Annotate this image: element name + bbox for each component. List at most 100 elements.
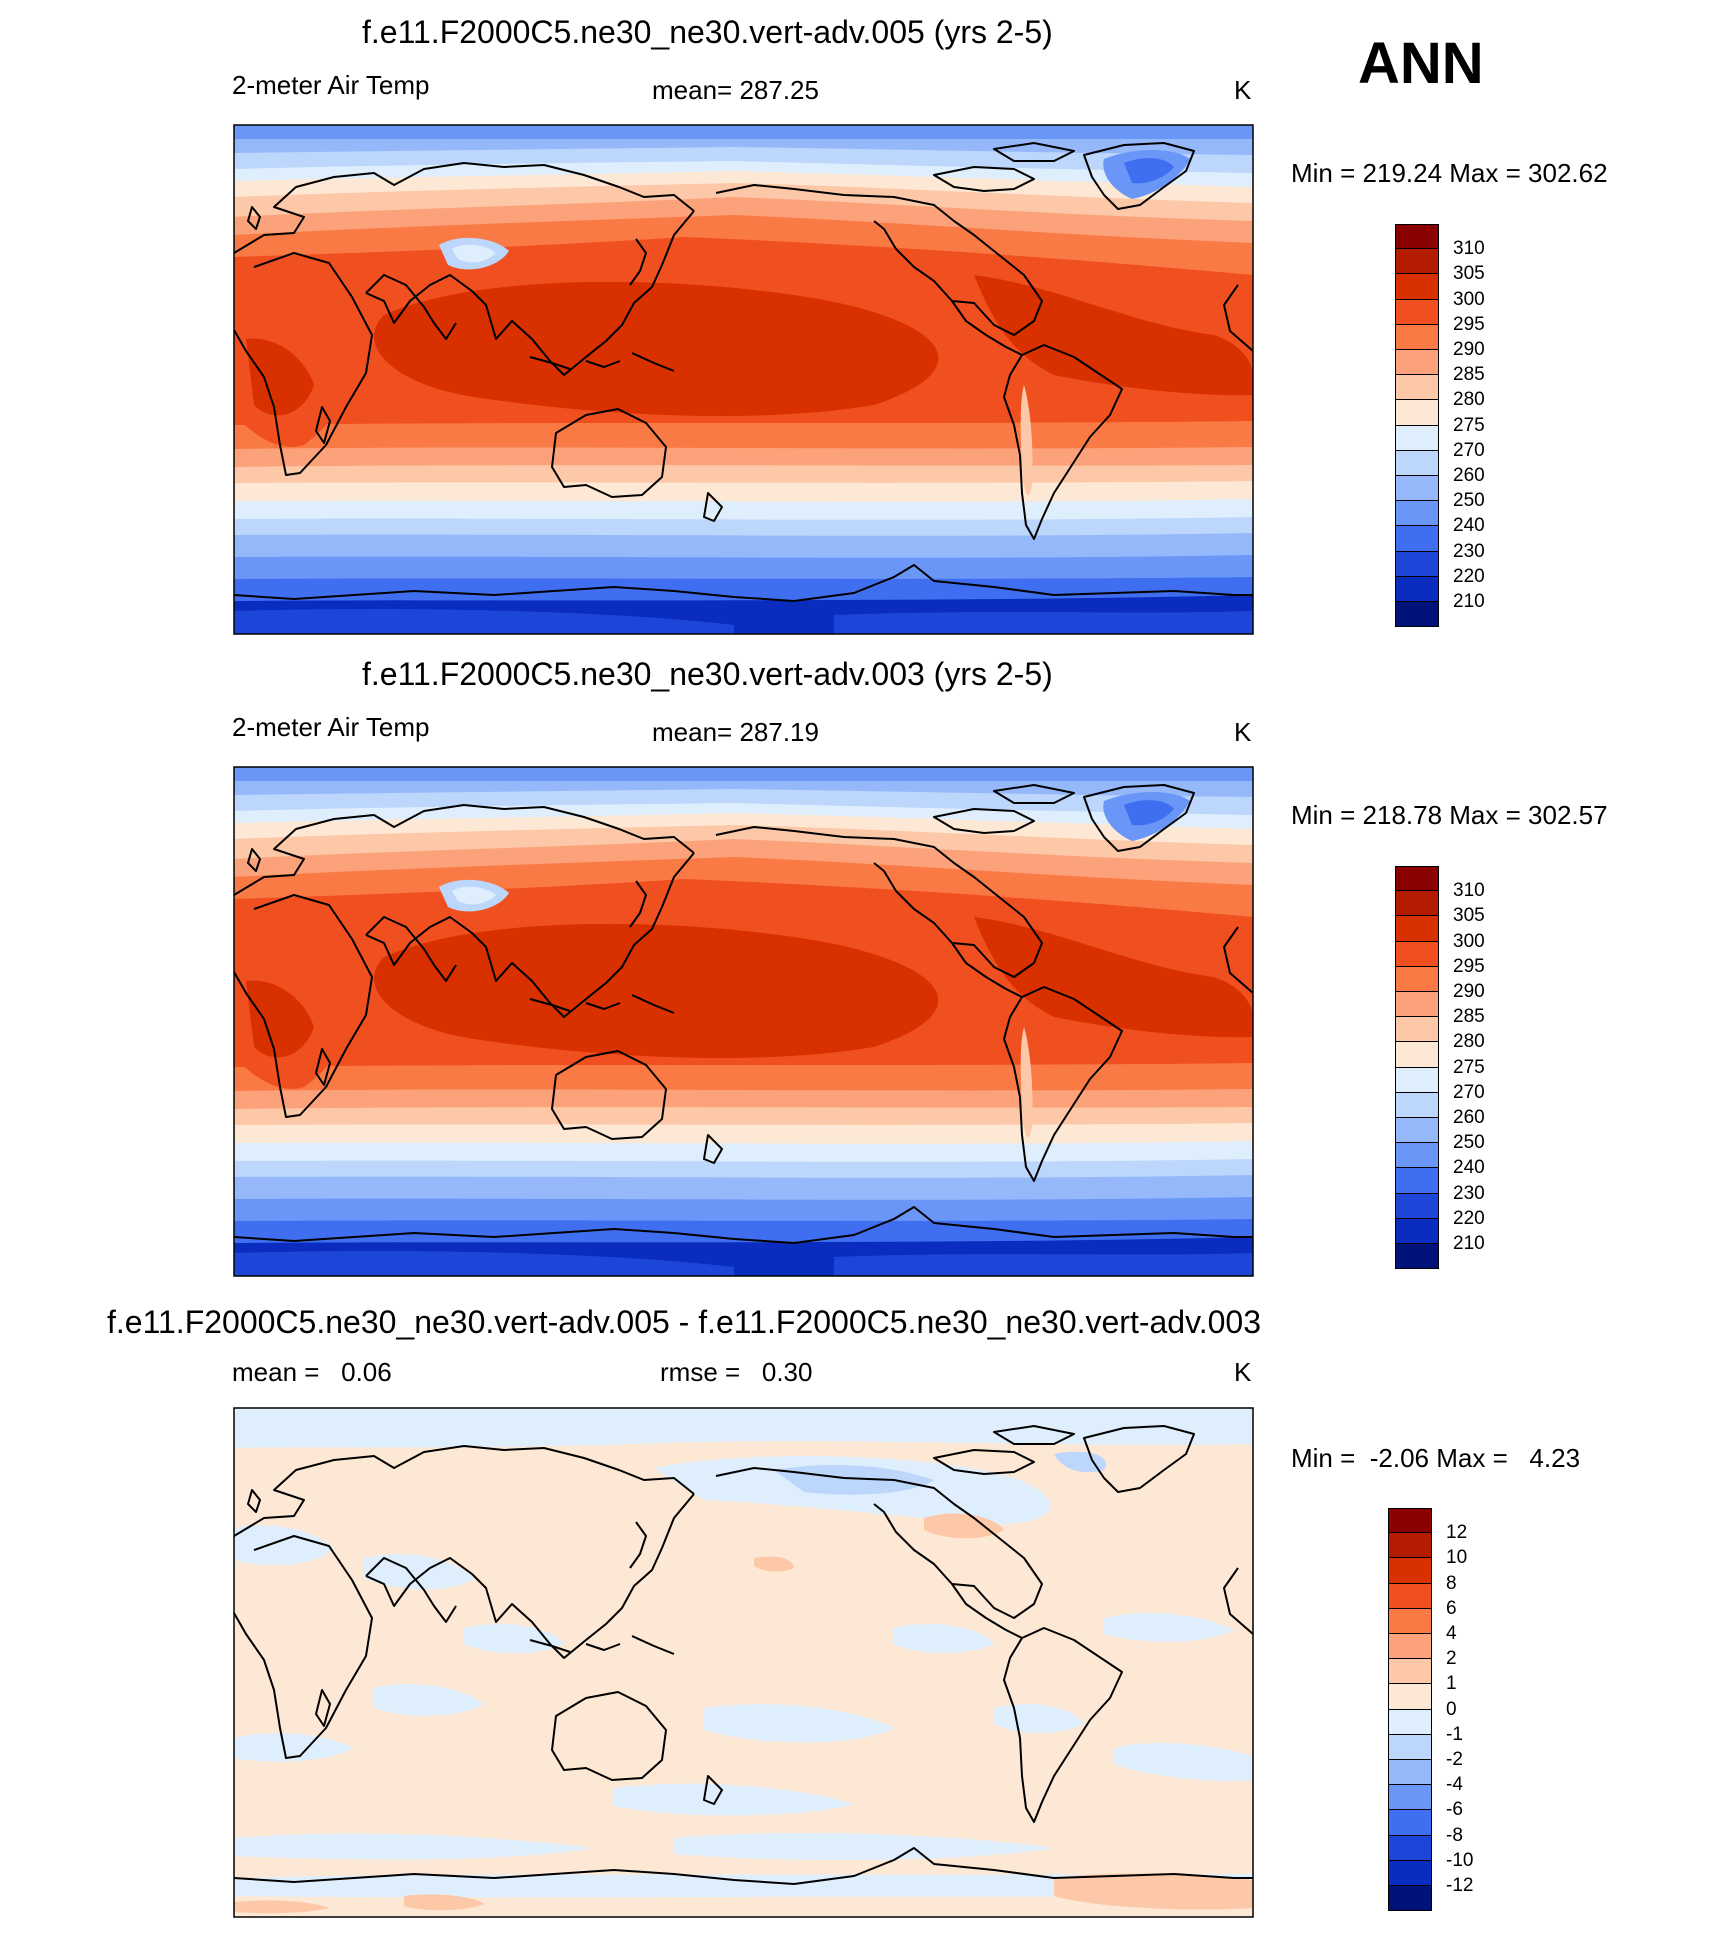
coastline: [315, 1689, 331, 1727]
colorbar-tick-label: -2: [1446, 1749, 1463, 1770]
contour-fill: [234, 1874, 1253, 1898]
colorbar-tick-label: 250: [1453, 490, 1485, 512]
contour-fill: [452, 244, 496, 263]
coastline: [933, 166, 1035, 192]
coastline: [365, 274, 457, 340]
contour-fill: [1114, 1742, 1253, 1782]
colorbar-tick-label: 285: [1453, 364, 1485, 386]
panel-1-map: [233, 124, 1254, 635]
colorbar-tick-label: 210: [1453, 591, 1485, 612]
contour-fill: [614, 1783, 854, 1816]
season-label: ANN: [1358, 31, 1484, 96]
colorbar-swatch: [1388, 1608, 1432, 1634]
colorbar-tick-label: -1: [1446, 1723, 1463, 1745]
coastline: [365, 916, 457, 982]
panel-2-units: K: [1234, 717, 1252, 747]
colorbar-tick-label: 230: [1453, 540, 1485, 562]
contour-fill: [234, 1900, 330, 1914]
coastline: [629, 238, 647, 286]
coastline: [233, 894, 373, 1118]
contour-fill: [452, 886, 496, 905]
coastline: [631, 994, 675, 1014]
colorbar-swatch: [1388, 1634, 1432, 1660]
colorbar-tick-label: 12: [1446, 1522, 1468, 1544]
contour-fill: [1054, 1873, 1253, 1910]
colorbar-tick-label: 0: [1446, 1698, 1457, 1720]
contour-fill: [1054, 1451, 1106, 1473]
coastline: [247, 206, 261, 230]
colorbar-tick-label: 295: [1453, 955, 1485, 977]
coastline: [233, 564, 1253, 602]
colorbar-tick-label: 275: [1453, 414, 1485, 436]
panel-1-mean: mean= 287.25: [652, 75, 819, 105]
contour-fill: [234, 1408, 1253, 1448]
panel-1-variable: 2-meter Air Temp: [232, 70, 430, 100]
coastline: [703, 1134, 723, 1164]
contour-fill: [234, 608, 734, 634]
colorbar-tick-label: 310: [1453, 238, 1485, 260]
colorbar-swatch: [1395, 1218, 1439, 1244]
coastline: [1003, 986, 1123, 1182]
panel-1-colorbar: 310 305 300 295 290 285 280 275 270 260 250 240 230 2…: [1395, 224, 1505, 628]
contour-fill: [404, 1894, 484, 1911]
colorbar-tick-label: 240: [1453, 1157, 1485, 1179]
colorbar-tick-label: 280: [1453, 1031, 1485, 1053]
coastline: [631, 1635, 675, 1655]
contour-fill: [1020, 1027, 1033, 1138]
contour-fill: [374, 1683, 484, 1716]
coastline: [951, 942, 1023, 998]
panel-2-colorbar: 310 305 300 295 290 285 280 275 270 260 250 240 230 2…: [1395, 866, 1505, 1270]
contour-fill: [704, 1704, 894, 1743]
contour-fill: [774, 1465, 934, 1495]
contour-fill: [1124, 800, 1174, 826]
contour-fill: [974, 917, 1253, 1038]
panel-3-units: K: [1234, 1357, 1252, 1387]
coastline: [715, 826, 1043, 978]
panel-3-colorbar: 12 10 8 6 4 2 1 0 -1 -2 -4 -6 -8 -10 -12: [1388, 1508, 1498, 1912]
coastline: [703, 492, 723, 522]
map-svg: [233, 1407, 1254, 1918]
map-svg: [233, 766, 1254, 1277]
colorbar-tick-label: 4: [1446, 1623, 1457, 1644]
coastline: [1223, 1567, 1254, 1635]
contour-fill: [234, 1833, 594, 1860]
coastline: [233, 1206, 1253, 1244]
colorbar-tick-label: 290: [1453, 981, 1485, 1002]
colorbar-tick-label: 260: [1453, 465, 1485, 486]
contour-fill: [754, 1556, 794, 1572]
contour-fill: [1104, 1613, 1234, 1642]
colorbar-swatch: [1388, 1734, 1432, 1760]
coastline: [993, 1425, 1075, 1445]
colorbar-swatch: [1388, 1684, 1432, 1710]
colorbar-tick-label: 290: [1453, 339, 1485, 360]
contour-fill: [234, 1250, 734, 1276]
panel-2-title: f.e11.F2000C5.ne30_ne30.vert-adv.003 (yr…: [362, 656, 1053, 692]
contour-fill: [674, 1833, 1054, 1861]
panel-3-minmax: Min = -2.06 Max = 4.23: [1291, 1443, 1581, 1473]
coastline: [585, 1002, 621, 1010]
colorbar-tick-label: 220: [1453, 1207, 1485, 1229]
colorbar-tick-label: 250: [1453, 1132, 1485, 1154]
map-svg: [233, 124, 1254, 635]
colorbar-tick-label: 310: [1453, 880, 1485, 902]
contour-fill: [974, 275, 1253, 396]
coastline: [233, 804, 695, 896]
colorbar-tick-label: 270: [1453, 1081, 1485, 1103]
contour-fill: [246, 338, 314, 416]
colorbar-tick-label: 220: [1453, 565, 1485, 587]
coastline: [233, 1847, 1253, 1885]
contour-fill: [234, 767, 1253, 781]
map-frame: [233, 1407, 1254, 1918]
coastline: [951, 300, 1023, 356]
contour-fill: [354, 600, 514, 606]
coastline: [529, 1639, 571, 1653]
coastline: [247, 1489, 261, 1513]
colorbar-tick-label: -10: [1446, 1849, 1474, 1871]
panel-2-minmax: Min = 218.78 Max = 302.57: [1291, 800, 1608, 830]
colorbar-tick-label: 280: [1453, 389, 1485, 411]
contour-fill: [834, 611, 1253, 634]
panel-3-title: f.e11.F2000C5.ne30_ne30.vert-adv.005 - f…: [107, 1304, 1261, 1340]
colorbar-swatch: [1395, 966, 1439, 992]
coastline: [1003, 1627, 1123, 1823]
colorbar-tick-label: 260: [1453, 1107, 1485, 1128]
